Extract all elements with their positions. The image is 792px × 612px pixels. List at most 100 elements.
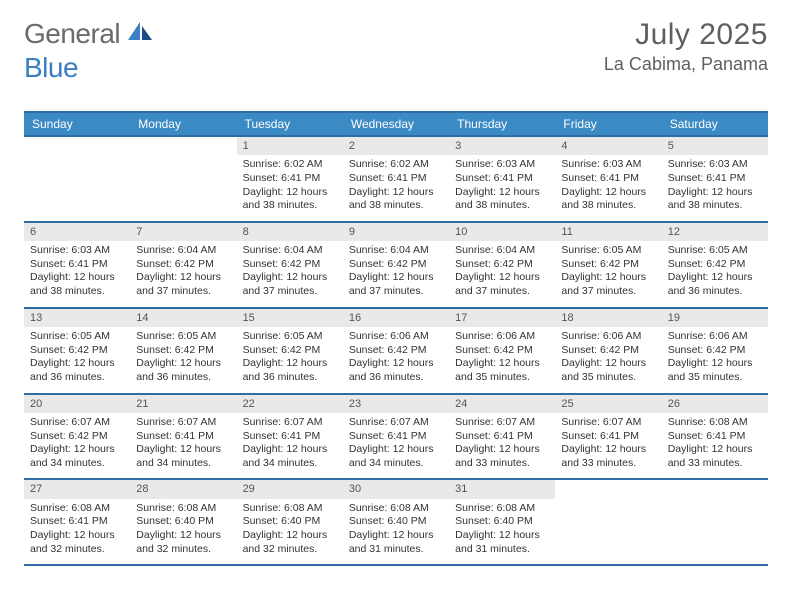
sunset-line: Sunset: 6:42 PM [668,258,762,272]
sunset-line: Sunset: 6:41 PM [349,172,443,186]
title-block: July 2025 La Cabima, Panama [604,18,768,75]
day-number: 13 [24,309,130,327]
day-cell: 4Sunrise: 6:03 AMSunset: 6:41 PMDaylight… [555,137,661,221]
sunrise-line: Sunrise: 6:08 AM [455,502,549,516]
day-number: 3 [449,137,555,155]
day-cell: 7Sunrise: 6:04 AMSunset: 6:42 PMDaylight… [130,223,236,307]
sunset-line: Sunset: 6:42 PM [243,258,337,272]
sunset-line: Sunset: 6:41 PM [30,515,124,529]
day-cell: 22Sunrise: 6:07 AMSunset: 6:41 PMDayligh… [237,395,343,479]
day-cell: 5 Sunrise: 6:03 AMSunset: 6:41 PMDaylight… [662,137,768,221]
sunrise-line: Sunrise: 6:07 AM [243,416,337,430]
sunrise-line: Sunrise: 6:03 AM [30,244,124,258]
day-body: Sunrise: 6:06 AMSunset: 6:42 PMDaylight:… [449,327,555,393]
day-cell: 6Sunrise: 6:03 AMSunset: 6:41 PMDaylight… [24,223,130,307]
calendar: Sunday Monday Tuesday Wednesday Thursday… [24,111,768,566]
daylight-line: Daylight: 12 hours and 32 minutes. [30,529,124,556]
weeks-container: ....1Sunrise: 6:02 AMSunset: 6:41 PMDayl… [24,137,768,566]
day-number: 6 [24,223,130,241]
day-body: Sunrise: 6:08 AMSunset: 6:40 PMDaylight:… [237,499,343,565]
daylight-line: Daylight: 12 hours and 32 minutes. [243,529,337,556]
day-body: Sunrise: 6:03 AMSunset: 6:41 PMDaylight:… [24,241,130,307]
sunrise-line: Sunrise: 6:03 AM [455,158,549,172]
sunset-line: Sunset: 6:41 PM [668,172,762,186]
day-cell: 29Sunrise: 6:08 AMSunset: 6:40 PMDayligh… [237,480,343,564]
day-cell: 18Sunrise: 6:06 AMSunset: 6:42 PMDayligh… [555,309,661,393]
day-number: 19 [662,309,768,327]
sunrise-line: Sunrise: 6:04 AM [349,244,443,258]
sunset-line: Sunset: 6:41 PM [668,430,762,444]
daylight-line: Daylight: 12 hours and 34 minutes. [243,443,337,470]
day-number: 5 [662,137,768,155]
daylight-line: Daylight: 12 hours and 38 minutes. [561,186,655,213]
header: General July 2025 La Cabima, Panama [24,18,768,75]
sunrise-line: Sunrise: 6:03 AM [561,158,655,172]
daylight-line: Daylight: 12 hours and 34 minutes. [349,443,443,470]
sunset-line: Sunset: 6:42 PM [349,258,443,272]
day-cell: 25Sunrise: 6:07 AMSunset: 6:41 PMDayligh… [555,395,661,479]
day-cell: 20Sunrise: 6:07 AMSunset: 6:42 PMDayligh… [24,395,130,479]
day-cell: 3Sunrise: 6:03 AMSunset: 6:41 PMDaylight… [449,137,555,221]
sunset-line: Sunset: 6:41 PM [243,172,337,186]
day-cell: 19Sunrise: 6:06 AMSunset: 6:42 PMDayligh… [662,309,768,393]
daylight-line: Daylight: 12 hours and 38 minutes. [668,186,762,213]
daylight-line: Daylight: 12 hours and 38 minutes. [349,186,443,213]
day-number: 29 [237,480,343,498]
sunset-line: Sunset: 6:42 PM [136,344,230,358]
day-body: Sunrise: 6:02 AMSunset: 6:41 PMDaylight:… [343,155,449,221]
logo-text-general: General [24,18,120,50]
day-number: 14 [130,309,236,327]
day-body: Sunrise: 6:04 AMSunset: 6:42 PMDaylight:… [449,241,555,307]
day-cell: 12Sunrise: 6:05 AMSunset: 6:42 PMDayligh… [662,223,768,307]
daylight-line: Daylight: 12 hours and 36 minutes. [30,357,124,384]
sunset-line: Sunset: 6:41 PM [243,430,337,444]
sunset-line: Sunset: 6:40 PM [243,515,337,529]
day-body: Sunrise: 6:05 AMSunset: 6:42 PMDaylight:… [555,241,661,307]
day-cell: 13Sunrise: 6:05 AMSunset: 6:42 PMDayligh… [24,309,130,393]
day-number: 9 [343,223,449,241]
day-header-row: Sunday Monday Tuesday Wednesday Thursday… [24,113,768,137]
sunset-line: Sunset: 6:42 PM [561,258,655,272]
daylight-line: Daylight: 12 hours and 33 minutes. [455,443,549,470]
day-cell: .. [130,137,236,221]
day-number: 10 [449,223,555,241]
day-number: 18 [555,309,661,327]
daylight-line: Daylight: 12 hours and 33 minutes. [668,443,762,470]
sunrise-line: Sunrise: 6:04 AM [455,244,549,258]
sunset-line: Sunset: 6:42 PM [136,258,230,272]
sunset-line: Sunset: 6:42 PM [668,344,762,358]
day-header-thu: Thursday [449,113,555,135]
day-header-tue: Tuesday [237,113,343,135]
day-number: 8 [237,223,343,241]
sunrise-line: Sunrise: 6:03 AM [668,158,762,172]
day-cell: 8Sunrise: 6:04 AMSunset: 6:42 PMDaylight… [237,223,343,307]
day-cell: 24Sunrise: 6:07 AMSunset: 6:41 PMDayligh… [449,395,555,479]
sunrise-line: Sunrise: 6:07 AM [136,416,230,430]
daylight-line: Daylight: 12 hours and 35 minutes. [668,357,762,384]
title-location: La Cabima, Panama [604,54,768,75]
day-number: 17 [449,309,555,327]
week-row: ....1Sunrise: 6:02 AMSunset: 6:41 PMDayl… [24,137,768,223]
day-body: Sunrise: 6:06 AMSunset: 6:42 PMDaylight:… [343,327,449,393]
day-body: Sunrise: 6:07 AMSunset: 6:41 PMDaylight:… [237,413,343,479]
sunset-line: Sunset: 6:41 PM [561,430,655,444]
day-cell: .. [662,480,768,564]
sunset-line: Sunset: 6:42 PM [30,430,124,444]
sunrise-line: Sunrise: 6:08 AM [243,502,337,516]
day-number: 15 [237,309,343,327]
day-body: Sunrise: 6:07 AMSunset: 6:41 PMDaylight:… [555,413,661,479]
logo: General [24,18,158,50]
day-cell: 2Sunrise: 6:02 AMSunset: 6:41 PMDaylight… [343,137,449,221]
sunset-line: Sunset: 6:40 PM [349,515,443,529]
sunset-line: Sunset: 6:41 PM [455,430,549,444]
day-body: Sunrise: 6:03 AMSunset: 6:41 PMDaylight:… [449,155,555,221]
day-header-mon: Monday [130,113,236,135]
sunset-line: Sunset: 6:41 PM [349,430,443,444]
logo-text-blue: Blue [24,52,78,83]
day-number: 7 [130,223,236,241]
day-number: 2 [343,137,449,155]
sunrise-line: Sunrise: 6:04 AM [243,244,337,258]
sunrise-line: Sunrise: 6:08 AM [136,502,230,516]
daylight-line: Daylight: 12 hours and 37 minutes. [349,271,443,298]
day-body: Sunrise: 6:04 AMSunset: 6:42 PMDaylight:… [343,241,449,307]
